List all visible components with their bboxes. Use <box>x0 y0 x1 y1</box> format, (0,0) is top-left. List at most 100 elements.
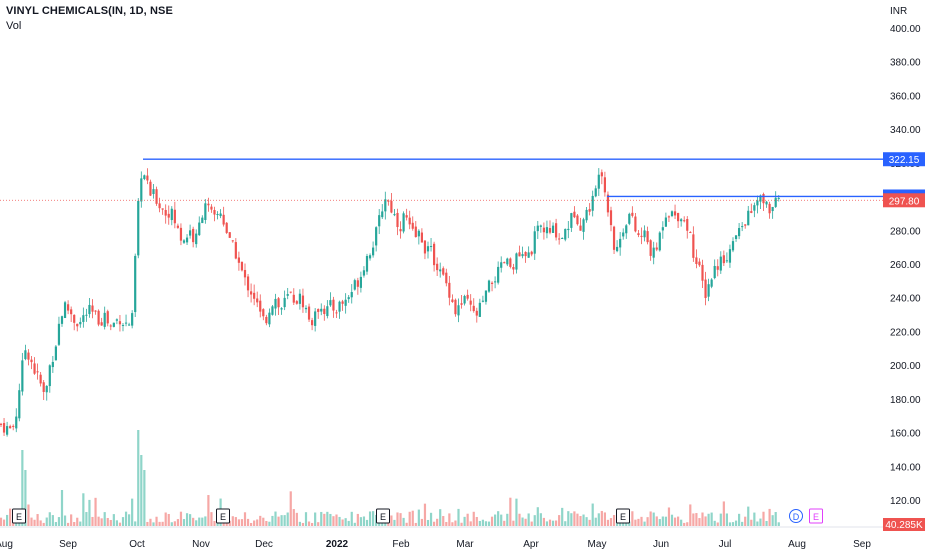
volume-bar <box>600 510 603 526</box>
volume-bar <box>24 470 27 526</box>
volume-bar <box>115 520 118 526</box>
dividend-marker[interactable] <box>789 509 803 523</box>
candle-body <box>158 203 161 209</box>
candle-body <box>45 385 48 393</box>
candle-body <box>658 232 661 251</box>
volume-bar <box>134 521 137 526</box>
candle-body <box>152 189 155 195</box>
volume-bar <box>591 503 594 526</box>
candle-body <box>295 301 298 304</box>
volume-bar <box>515 498 518 526</box>
candle-body <box>631 212 634 216</box>
candle-body <box>417 230 420 237</box>
volume-bar <box>579 516 582 526</box>
volume-bar <box>164 512 167 526</box>
candle-body <box>219 213 222 217</box>
volume-bar <box>463 516 466 526</box>
candle-body <box>603 177 606 193</box>
volume-bar <box>725 513 728 526</box>
candle-body <box>164 209 167 216</box>
volume-bar <box>85 512 88 526</box>
candle-body <box>350 292 353 298</box>
candle-body <box>12 425 15 427</box>
x-tick-label: Apr <box>523 539 539 550</box>
y-tick-label: 120.00 <box>890 496 921 507</box>
candle-body <box>704 279 707 298</box>
volume-bar <box>680 519 683 526</box>
candle-body <box>759 195 762 202</box>
volume-bar <box>744 516 747 526</box>
candle-body <box>646 231 649 243</box>
volume-bar <box>704 516 707 526</box>
volume-bar <box>146 521 149 526</box>
candle-body <box>128 324 131 326</box>
volume-bar <box>350 511 353 526</box>
candle-body <box>176 225 179 228</box>
candle-body <box>60 316 64 324</box>
y-tick-label: 400.00 <box>890 24 921 35</box>
volume-bar <box>240 519 244 526</box>
earnings-marker[interactable] <box>12 508 26 524</box>
volume-bar <box>722 501 725 526</box>
candle-body <box>774 197 777 207</box>
earnings-marker[interactable] <box>616 508 630 524</box>
volume-bar <box>408 511 411 526</box>
volume-bar <box>167 513 170 526</box>
candle-body <box>365 255 369 272</box>
volume-series <box>0 430 780 526</box>
candle-body <box>271 306 274 315</box>
candle-body <box>524 251 527 257</box>
volume-bar <box>731 522 735 526</box>
candle-body <box>301 295 305 308</box>
volume-bar <box>738 513 741 526</box>
last-price-label: 297.80 <box>889 196 920 207</box>
candle-body <box>420 232 423 243</box>
volume-bar <box>777 522 780 526</box>
candle-body <box>652 247 655 258</box>
earnings-marker[interactable] <box>216 508 230 524</box>
volume-bar <box>344 518 347 526</box>
candle-body <box>259 300 262 312</box>
volume-bar <box>490 516 494 526</box>
candle-body <box>423 240 427 254</box>
volume-bar <box>213 520 216 526</box>
candle-body <box>576 215 579 225</box>
volume-bar <box>112 514 115 526</box>
volume-bar <box>548 519 552 526</box>
candle-body <box>588 209 591 212</box>
candle-body <box>637 233 640 236</box>
volume-bar <box>185 513 189 526</box>
earnings-marker[interactable] <box>376 508 390 524</box>
split-marker[interactable] <box>809 508 823 524</box>
volume-bar <box>372 511 375 526</box>
volume-bar <box>710 512 713 526</box>
volume-bar <box>429 512 433 526</box>
y-tick-label: 380.00 <box>890 58 921 69</box>
volume-bar <box>57 517 61 526</box>
candle-body <box>527 252 530 258</box>
volume-bar <box>509 497 512 526</box>
candle-body <box>655 247 658 250</box>
volume-bar <box>262 517 265 526</box>
volume-bar <box>606 519 610 526</box>
candle-body <box>262 309 265 317</box>
volume-bar <box>454 520 457 526</box>
volume-bar <box>362 516 366 526</box>
candle-body <box>311 320 314 326</box>
time-axis[interactable]: Aug Sep Oct Nov Dec 2022 Feb Mar Apr May Jun Jul Aug… <box>0 539 871 550</box>
volume-bar <box>670 514 674 526</box>
symbol-title[interactable]: VINYL CHEMICALS(IN, 1D, NSE <box>6 5 173 17</box>
candle-body <box>317 309 320 312</box>
volume-legend[interactable]: Vol <box>6 20 22 32</box>
volume-bar <box>94 497 97 526</box>
candle-body <box>555 223 558 238</box>
candle-body <box>680 219 683 222</box>
candle-body <box>109 325 112 327</box>
volume-bar <box>289 491 292 526</box>
volume-bar <box>326 511 329 526</box>
volume-bar <box>173 521 176 526</box>
candle-body <box>134 255 137 313</box>
